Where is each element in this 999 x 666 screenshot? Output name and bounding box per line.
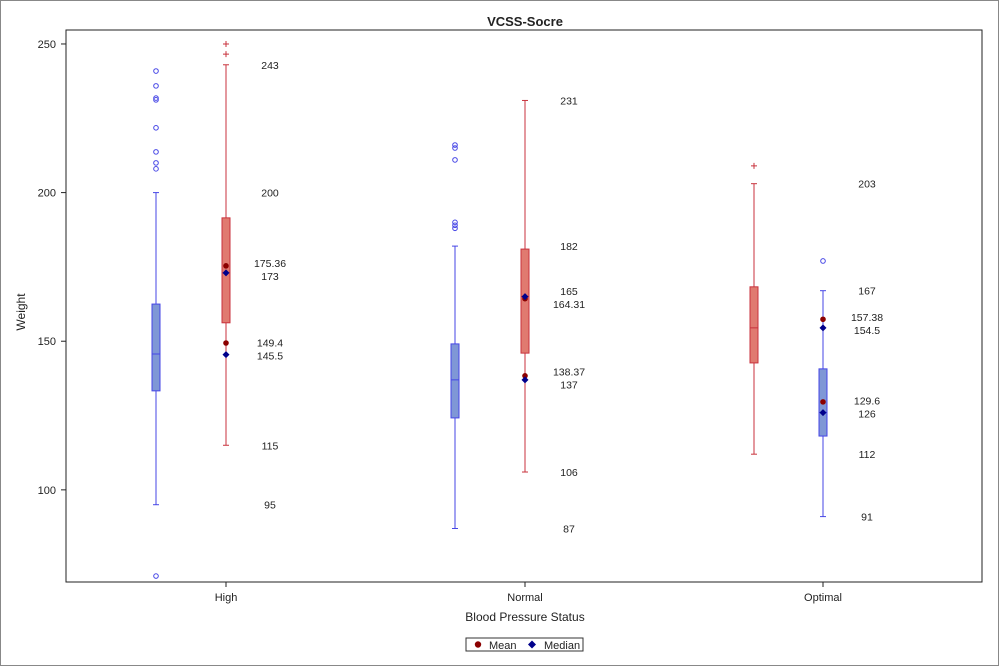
data-label: 137 bbox=[560, 379, 578, 391]
y-axis: 100 150 200 250 bbox=[38, 39, 66, 497]
outlier-point bbox=[452, 222, 458, 229]
outlier-point bbox=[153, 160, 159, 166]
outlier-point bbox=[452, 145, 458, 151]
data-label: 115 bbox=[262, 440, 279, 452]
legend: Mean Median bbox=[465, 637, 584, 652]
median-marker bbox=[521, 293, 529, 301]
data-label: 129.6 bbox=[854, 396, 880, 408]
data-label: 154.5 bbox=[854, 325, 880, 337]
legend-median-marker-icon bbox=[528, 640, 536, 649]
data-label: 112 bbox=[859, 449, 876, 461]
y-tick-label: 100 bbox=[38, 485, 56, 497]
data-label: 165 bbox=[560, 286, 578, 298]
outlier-point bbox=[820, 258, 826, 264]
x-tick-label: High bbox=[215, 592, 238, 604]
data-label: 200 bbox=[261, 188, 279, 200]
blue-box-normal bbox=[450, 142, 460, 529]
data-label: 95 bbox=[264, 500, 276, 512]
x-tick-label: Optimal bbox=[804, 592, 842, 604]
plot-area bbox=[65, 29, 983, 583]
y-tick-label: 250 bbox=[38, 39, 56, 51]
y-axis-label: Weight bbox=[14, 293, 28, 331]
data-label: 91 bbox=[861, 512, 873, 524]
plot-marks: 243200175.36173149.4145.5115952311821651… bbox=[151, 40, 883, 579]
y-tick-label: 200 bbox=[38, 188, 56, 200]
data-label: 106 bbox=[560, 467, 578, 479]
data-label: 182 bbox=[560, 241, 578, 253]
data-label: 175.36 bbox=[254, 258, 286, 270]
box-iqr bbox=[151, 303, 161, 392]
data-label: 87 bbox=[563, 523, 575, 535]
legend-box bbox=[465, 637, 584, 652]
mean-marker bbox=[223, 340, 229, 346]
outlier-point bbox=[223, 51, 229, 58]
data-label: 145.5 bbox=[257, 350, 283, 362]
x-axis: High Normal Optimal bbox=[215, 582, 842, 604]
data-label: 157.38 bbox=[851, 312, 883, 324]
outlier-point bbox=[153, 68, 159, 74]
outlier-point bbox=[452, 219, 458, 226]
median-marker bbox=[819, 409, 827, 417]
box-iqr bbox=[450, 343, 460, 419]
legend-median-label: Median bbox=[544, 640, 580, 652]
outlier-point bbox=[153, 97, 159, 103]
data-label: 173 bbox=[261, 271, 279, 283]
red-box-normal bbox=[520, 99, 530, 473]
data-label: 126 bbox=[858, 409, 876, 421]
outlier-point bbox=[751, 162, 757, 169]
data-label: 138.37 bbox=[553, 366, 585, 378]
data-label: 167 bbox=[858, 286, 876, 298]
outlier-point bbox=[153, 149, 159, 155]
mean-marker bbox=[223, 263, 229, 269]
blue-box-optimal bbox=[818, 258, 828, 518]
outlier-point bbox=[153, 83, 159, 89]
outlier-point bbox=[452, 157, 458, 163]
legend-mean-label: Mean bbox=[489, 640, 517, 652]
data-label: 231 bbox=[560, 95, 578, 107]
data-label: 149.4 bbox=[257, 337, 283, 349]
y-tick-label: 150 bbox=[38, 336, 56, 348]
mean-marker bbox=[522, 372, 528, 379]
data-label: 243 bbox=[261, 60, 279, 72]
outlier-point bbox=[223, 40, 229, 47]
outlier-point bbox=[153, 124, 159, 131]
outlier-point bbox=[153, 166, 159, 172]
outlier-point bbox=[153, 95, 159, 101]
x-tick-label: Normal bbox=[507, 592, 542, 604]
outlier-point bbox=[153, 573, 159, 579]
x-axis-label: Blood Pressure Status bbox=[465, 610, 584, 624]
box-iqr bbox=[749, 286, 759, 364]
median-marker bbox=[222, 269, 230, 277]
chart-title: VCSS-Socre bbox=[487, 14, 563, 29]
median-marker bbox=[521, 376, 529, 384]
outlier-point bbox=[452, 225, 458, 232]
red-box-high bbox=[221, 40, 231, 446]
median-marker bbox=[819, 324, 827, 332]
blue-box-high bbox=[151, 68, 161, 579]
outlier-point bbox=[452, 142, 458, 148]
mean-marker bbox=[820, 399, 826, 405]
legend-mean-marker-icon bbox=[474, 641, 482, 648]
data-label: 203 bbox=[858, 179, 876, 191]
median-marker bbox=[222, 351, 230, 359]
red-box-optimal bbox=[749, 162, 759, 455]
mean-marker bbox=[820, 316, 826, 323]
data-label: 164.31 bbox=[553, 299, 585, 311]
